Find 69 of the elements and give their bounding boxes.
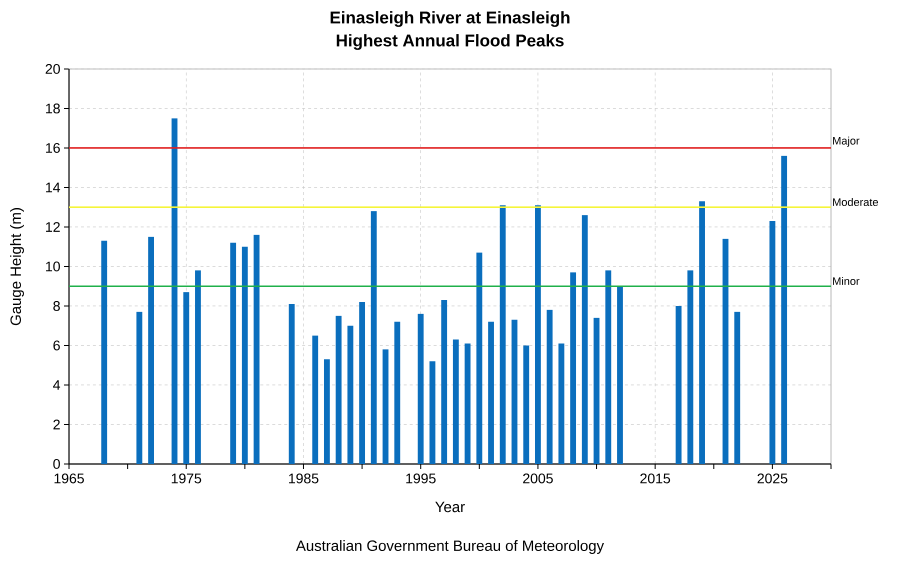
bar xyxy=(324,359,330,464)
bar xyxy=(722,238,728,464)
bar xyxy=(546,310,553,464)
bar xyxy=(523,345,530,464)
bar xyxy=(195,270,201,464)
bar xyxy=(769,221,776,464)
y-tick-label: 4 xyxy=(53,380,60,390)
bar xyxy=(699,201,705,464)
bar xyxy=(476,252,482,464)
ref-line-label: Moderate xyxy=(833,198,878,206)
x-tick-label: 1995 xyxy=(406,473,436,484)
bar xyxy=(781,156,788,464)
chart-subtitle: Highest Annual Flood Peaks xyxy=(336,34,564,50)
bar xyxy=(734,312,740,464)
bar xyxy=(394,322,400,464)
bar xyxy=(617,286,623,464)
bar xyxy=(582,215,588,464)
bar xyxy=(429,361,436,464)
bar xyxy=(605,270,612,464)
x-tick-label: 1965 xyxy=(54,473,84,484)
bar xyxy=(441,300,448,464)
bar xyxy=(172,118,178,464)
bar xyxy=(418,314,424,464)
y-tick-label: 10 xyxy=(46,262,60,272)
x-tick-label: 2015 xyxy=(640,473,670,484)
x-axis-title: Year xyxy=(435,502,465,512)
bar xyxy=(183,292,190,464)
y-tick-label: 16 xyxy=(46,143,60,153)
x-tick-label: 1975 xyxy=(172,473,202,484)
bar xyxy=(594,318,600,464)
bar xyxy=(359,302,366,464)
chart-title: Einasleigh River at Einasleigh xyxy=(330,11,570,27)
y-tick-label: 20 xyxy=(46,64,60,74)
bar xyxy=(312,336,318,464)
bar xyxy=(500,205,506,464)
bar xyxy=(512,320,518,464)
x-tick-label: 2005 xyxy=(523,473,553,484)
bar xyxy=(242,246,248,464)
y-tick-label: 2 xyxy=(53,420,60,430)
bar xyxy=(535,205,541,464)
bar xyxy=(136,312,142,464)
bar xyxy=(464,344,471,464)
y-tick-label: 12 xyxy=(46,222,60,232)
bar xyxy=(101,240,108,464)
bar xyxy=(230,242,236,464)
bar xyxy=(148,236,154,464)
y-tick-label: 14 xyxy=(46,182,60,192)
bar xyxy=(558,344,564,464)
bar xyxy=(488,322,494,464)
bar xyxy=(254,234,260,464)
bar xyxy=(288,304,295,464)
y-axis-title: Gauge Height (m) xyxy=(10,208,24,326)
x-tick-label: 1985 xyxy=(289,473,318,484)
bar xyxy=(347,326,354,464)
bar xyxy=(382,349,388,464)
text: Australian Government Bureau of Meteorology xyxy=(296,540,604,554)
bar xyxy=(570,272,576,464)
y-tick-label: 18 xyxy=(46,104,60,114)
ref-line-label: Major xyxy=(833,136,860,147)
bar xyxy=(452,340,459,464)
bar xyxy=(687,270,694,464)
y-tick-label: 8 xyxy=(53,301,60,311)
ref-line-label: Minor xyxy=(833,276,860,286)
bar xyxy=(336,316,342,464)
y-tick-label: 6 xyxy=(53,340,60,350)
x-tick-label: 2025 xyxy=(758,473,788,484)
bar xyxy=(370,211,377,464)
bar xyxy=(676,306,682,464)
y-tick-label: 0 xyxy=(53,459,60,469)
